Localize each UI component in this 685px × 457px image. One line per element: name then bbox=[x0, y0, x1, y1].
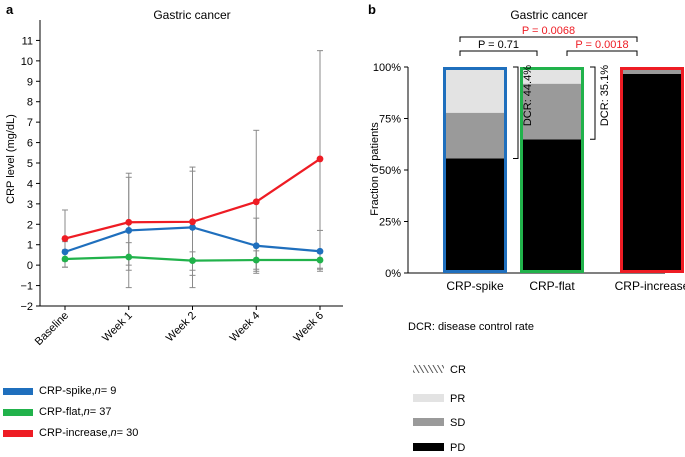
legend-item-crp-increase: CRP-increase, n = 30 bbox=[3, 427, 138, 439]
data-point bbox=[316, 256, 324, 264]
y-tick-label: 25% bbox=[379, 217, 401, 229]
legend-label: CRP-spike bbox=[39, 385, 92, 397]
significance-label: P = 0.0068 bbox=[522, 25, 575, 37]
legend-label-pd: PD bbox=[450, 442, 465, 454]
legend-swatch-cr bbox=[413, 365, 444, 373]
significance-label: P = 0.0018 bbox=[575, 39, 628, 51]
bar-outline bbox=[520, 67, 584, 273]
y-tick-label: 7 bbox=[27, 117, 33, 129]
data-point bbox=[61, 235, 69, 242]
y-tick-label: 8 bbox=[27, 97, 33, 109]
x-tick-label: CRP-spike bbox=[446, 279, 504, 293]
y-tick-label: −1 bbox=[20, 281, 33, 293]
y-tick-label: 0 bbox=[27, 260, 33, 272]
y-tick-label: 1 bbox=[27, 240, 33, 252]
panel-a-title: Gastric cancer bbox=[153, 8, 230, 22]
y-tick-label: 9 bbox=[27, 76, 33, 88]
data-point bbox=[125, 218, 133, 226]
legend-label: CRP-increase bbox=[39, 427, 108, 439]
x-tick-label: Week 2 bbox=[164, 310, 199, 345]
legend-item-crp-spike: CRP-spike, n = 9 bbox=[3, 385, 116, 397]
bar-segment-pd bbox=[620, 73, 684, 273]
panel-a-letter: a bbox=[6, 2, 14, 17]
legend-swatch bbox=[3, 408, 33, 416]
data-point bbox=[316, 247, 324, 255]
x-tick-label: CRP-flat bbox=[529, 279, 575, 293]
bar-outline bbox=[620, 67, 684, 273]
panel-b-ylabel: Fraction of patients bbox=[369, 122, 381, 216]
data-point bbox=[316, 155, 324, 163]
panel-a-ylabel: CRP level (mg/dL) bbox=[5, 114, 17, 204]
dcr-label: DCR: 35.1% bbox=[599, 65, 611, 126]
bar-segment-pr bbox=[520, 67, 584, 84]
bar-segment-sd bbox=[520, 83, 584, 140]
data-point bbox=[125, 227, 133, 234]
data-point bbox=[125, 253, 133, 261]
y-tick-label: 0% bbox=[385, 268, 401, 280]
x-tick-label: Baseline bbox=[33, 310, 71, 348]
panel-a-axes: −2 −1 0 1 2 3 4 5 6 7 8 9 10 11 Baseline Week 1 Week 2 We… bbox=[20, 20, 343, 348]
dcr-bracket bbox=[513, 66, 519, 159]
panel-a-error-bars bbox=[62, 50, 323, 289]
data-point bbox=[61, 255, 69, 263]
significance-bracket bbox=[459, 50, 538, 56]
legend-label: CRP-flat bbox=[39, 406, 81, 418]
panel-b-response-legend: CR PR SD PD bbox=[413, 364, 466, 454]
data-point bbox=[252, 256, 260, 264]
y-tick-label: −2 bbox=[20, 301, 33, 313]
legend-swatch bbox=[3, 387, 33, 395]
legend-item-crp-flat: CRP-flat, n = 37 bbox=[3, 406, 111, 418]
bar-outline bbox=[443, 67, 507, 273]
data-point bbox=[252, 198, 260, 206]
x-tick-label: CRP-increase bbox=[615, 279, 685, 293]
legend-swatch bbox=[3, 429, 33, 437]
legend-label-cr: CR bbox=[450, 364, 466, 376]
panel-b-bars: DCR: 44.4%DCR: 35.1%DCR: 3.3% bbox=[443, 65, 684, 273]
y-tick-label: 50% bbox=[379, 165, 401, 177]
data-point bbox=[189, 218, 196, 226]
data-point bbox=[61, 248, 69, 256]
y-tick-label: 4 bbox=[27, 178, 33, 190]
y-tick-label: 11 bbox=[22, 35, 33, 47]
bar-segment-pr bbox=[443, 67, 507, 113]
legend-swatch-sd bbox=[413, 418, 444, 426]
dcr-bracket bbox=[590, 66, 596, 140]
y-tick-label: 75% bbox=[379, 114, 401, 126]
bar-segment-sd bbox=[620, 69, 684, 74]
bar-segment-pd bbox=[520, 139, 584, 273]
significance-label: P = 0.71 bbox=[478, 39, 519, 51]
panel-b-letter: b bbox=[368, 2, 376, 17]
y-tick-label: 10 bbox=[21, 56, 33, 68]
y-tick-label: 5 bbox=[27, 158, 33, 170]
y-tick-label: 100% bbox=[373, 62, 401, 74]
significance-bracket bbox=[566, 50, 638, 56]
data-point bbox=[189, 257, 196, 265]
legend-swatch-pd bbox=[413, 443, 444, 451]
x-tick-label: Week 6 bbox=[291, 310, 326, 345]
y-tick-label: 2 bbox=[27, 219, 33, 231]
panel-b-axes: 0% 25% 50% 75% 100% CRP-spike CRP-flat CRP-incr… bbox=[373, 62, 685, 293]
dcr-label: DCR: 44.4% bbox=[522, 65, 534, 126]
legend-swatch-pr bbox=[413, 394, 444, 402]
legend-label-sd: SD bbox=[450, 417, 465, 429]
panel-a-series bbox=[61, 155, 324, 265]
x-tick-label: Week 4 bbox=[228, 310, 263, 345]
y-tick-label: 3 bbox=[27, 199, 33, 211]
bar-segment-pd bbox=[443, 158, 507, 273]
panel-b-title: Gastric cancer bbox=[510, 8, 587, 22]
data-point bbox=[252, 242, 260, 250]
significance-bracket bbox=[459, 36, 638, 42]
data-point bbox=[189, 223, 196, 231]
panel-b-footnote: DCR: disease control rate bbox=[408, 321, 534, 333]
legend-label-pr: PR bbox=[450, 393, 465, 405]
bar-segment-sd bbox=[443, 112, 507, 159]
x-tick-label: Week 1 bbox=[100, 310, 135, 345]
y-tick-label: 6 bbox=[27, 138, 33, 150]
